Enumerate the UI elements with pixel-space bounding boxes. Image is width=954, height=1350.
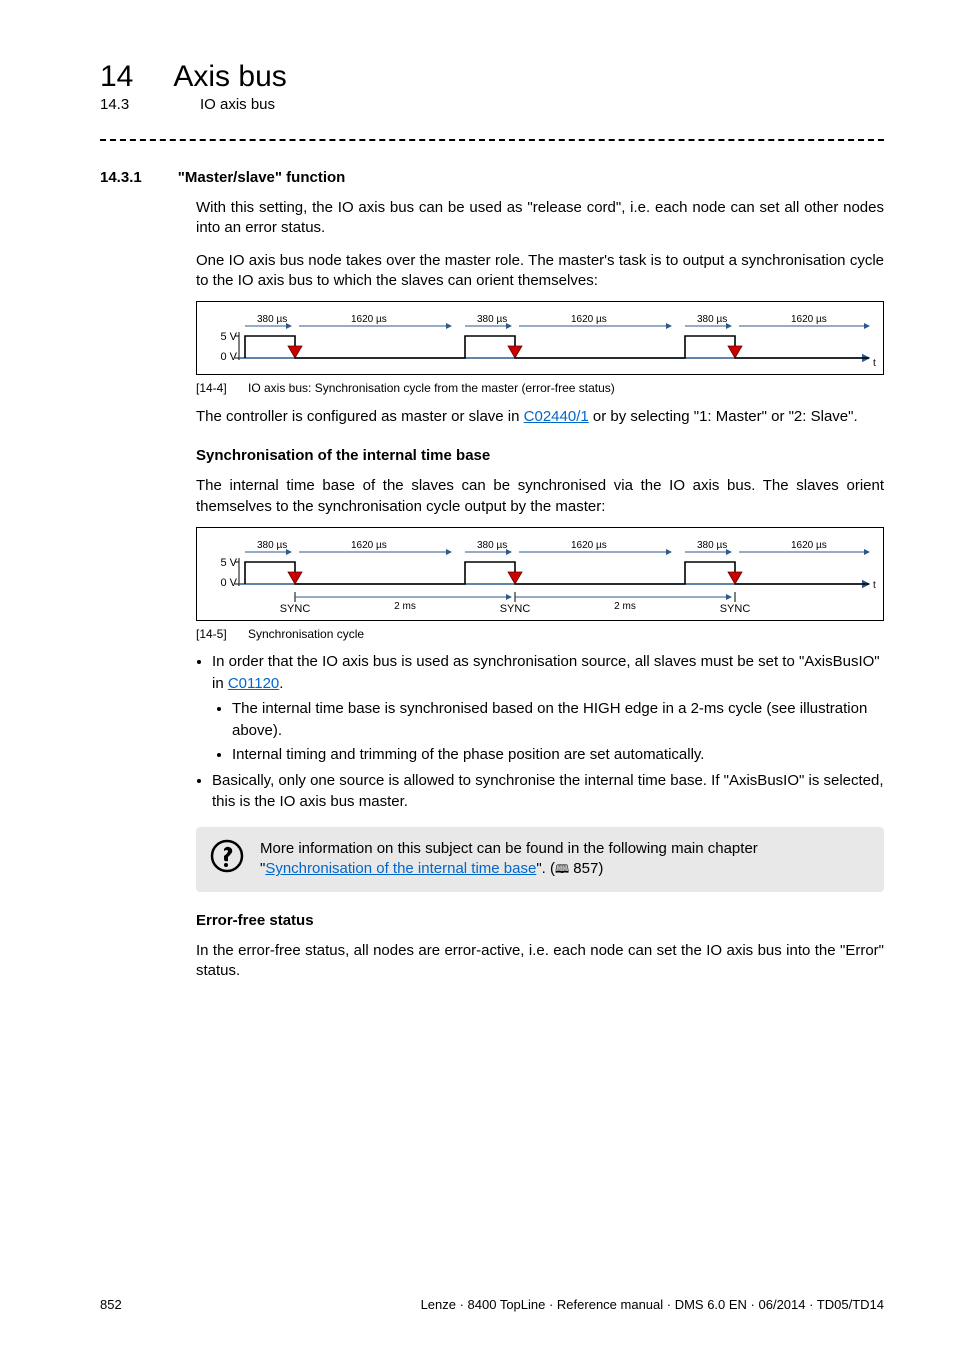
link-c01120[interactable]: C01120	[228, 675, 279, 692]
link-sync-chapter[interactable]: Synchronisation of the internal time bas…	[265, 860, 536, 877]
svg-text:380 µs: 380 µs	[697, 540, 727, 551]
text: .	[279, 675, 283, 692]
paragraph: The controller is configured as master o…	[196, 407, 884, 427]
section-heading: 14.3 IO axis bus	[100, 96, 884, 113]
separator	[100, 139, 884, 141]
svg-text:1620 µs: 1620 µs	[791, 314, 827, 325]
svg-text:380 µs: 380 µs	[697, 314, 727, 325]
paragraph: With this setting, the IO axis bus can b…	[196, 198, 884, 239]
chapter-title: Axis bus	[173, 60, 286, 94]
text: The controller is configured as master o…	[196, 408, 524, 425]
svg-text:t: t	[873, 358, 876, 369]
svg-text:2 ms: 2 ms	[394, 601, 416, 612]
text: In order that the IO axis bus is used as…	[212, 653, 880, 692]
svg-text:1620 µs: 1620 µs	[351, 540, 387, 551]
body: With this setting, the IO axis bus can b…	[196, 198, 884, 981]
figure-caption-text: IO axis bus: Synchronisation cycle from …	[248, 381, 615, 395]
section-title: IO axis bus	[200, 96, 275, 113]
page-number: 852	[100, 1297, 122, 1312]
list-item: The internal time base is synchronised b…	[232, 698, 884, 742]
svg-text:1620 µs: 1620 µs	[791, 540, 827, 551]
tip-text: More information on this subject can be …	[260, 839, 758, 880]
svg-text:380 µs: 380 µs	[477, 540, 507, 551]
figure-14-4-caption: [14-4] IO axis bus: Synchronisation cycl…	[196, 381, 884, 395]
figure-14-4: 380 µs 1620 µs 380 µs 1620 µs 380 µs 162…	[196, 301, 884, 375]
list-item: Internal timing and trimming of the phas…	[232, 744, 884, 766]
svg-text:SYNC: SYNC	[500, 603, 531, 615]
link-c02440-1[interactable]: C02440/1	[524, 408, 589, 425]
figure-14-5: 380 µs 1620 µs 380 µs 1620 µs 380 µs 162…	[196, 527, 884, 621]
page: 14 Axis bus 14.3 IO axis bus 14.3.1 "Mas…	[0, 0, 954, 1350]
text: or by selecting "1: Master" or "2: Slave…	[589, 408, 858, 425]
svg-text:1620 µs: 1620 µs	[571, 540, 607, 551]
svg-text:2 ms: 2 ms	[614, 601, 636, 612]
paragraph: The internal time base of the slaves can…	[196, 476, 884, 517]
svg-text:1620 µs: 1620 µs	[351, 314, 387, 325]
figure-id: [14-5]	[196, 627, 240, 641]
heading-sync: Synchronisation of the internal time bas…	[196, 447, 884, 464]
svg-text:SYNC: SYNC	[720, 603, 751, 615]
subsection-title: "Master/slave" function	[178, 169, 346, 186]
svg-text:5 V: 5 V	[220, 331, 237, 343]
svg-text:5 V: 5 V	[220, 557, 237, 569]
svg-text:0 V: 0 V	[220, 351, 237, 363]
tip-line1: More information on this subject can be …	[260, 839, 758, 859]
tip-line2: "Synchronisation of the internal time ba…	[260, 859, 758, 879]
svg-text:380 µs: 380 µs	[257, 314, 287, 325]
figure-caption-text: Synchronisation cycle	[248, 627, 364, 641]
subsection-number: 14.3.1	[100, 169, 142, 186]
text: ". (	[536, 860, 555, 877]
page-footer: 852 Lenze · 8400 TopLine · Reference man…	[100, 1297, 884, 1312]
bullet-sublist: The internal time base is synchronised b…	[212, 698, 884, 765]
section-number: 14.3	[100, 96, 160, 113]
paragraph: In the error-free status, all nodes are …	[196, 941, 884, 982]
tip-box: More information on this subject can be …	[196, 827, 884, 892]
chapter-heading: 14 Axis bus	[100, 60, 884, 94]
svg-text:t: t	[873, 580, 876, 591]
figure-14-5-caption: [14-5] Synchronisation cycle	[196, 627, 884, 641]
list-item: In order that the IO axis bus is used as…	[212, 651, 884, 766]
list-item: Basically, only one source is allowed to…	[212, 770, 884, 814]
svg-text:0 V: 0 V	[220, 577, 237, 589]
footer-docinfo: Lenze · 8400 TopLine · Reference manual …	[421, 1297, 884, 1312]
svg-text:380 µs: 380 µs	[477, 314, 507, 325]
svg-text:380 µs: 380 µs	[257, 540, 287, 551]
tip-icon	[210, 839, 244, 873]
svg-text:1620 µs: 1620 µs	[571, 314, 607, 325]
chapter-number: 14	[100, 60, 133, 94]
subsection-heading: 14.3.1 "Master/slave" function	[100, 169, 884, 186]
text: 857)	[569, 860, 603, 877]
page-ref-icon: 🕮	[555, 862, 569, 876]
bullet-list: In order that the IO axis bus is used as…	[196, 651, 884, 813]
figure-id: [14-4]	[196, 381, 240, 395]
svg-text:SYNC: SYNC	[280, 603, 311, 615]
paragraph: One IO axis bus node takes over the mast…	[196, 251, 884, 292]
heading-error-free: Error-free status	[196, 912, 884, 929]
